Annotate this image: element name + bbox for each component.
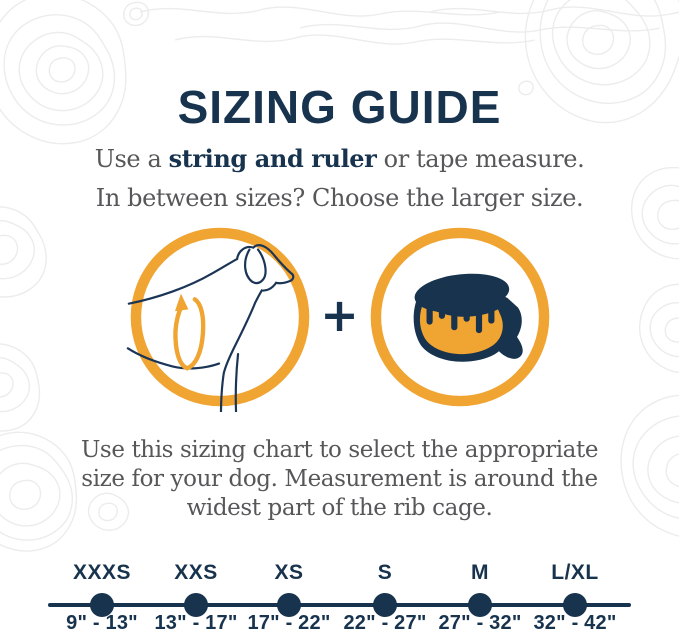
orange-ring: [370, 227, 549, 406]
size-range: 32" - 42": [533, 612, 617, 634]
size-label: L/XL: [551, 561, 599, 584]
size-label: XXXS: [72, 561, 132, 584]
dog-measurement-illustration: [126, 227, 309, 412]
page-title: SIZING GUIDE: [177, 81, 502, 133]
size-label: M: [471, 561, 489, 584]
size-range: 9" - 13": [66, 612, 138, 634]
tape-measure-illustration: [370, 227, 549, 406]
size-range: 17" - 22": [247, 612, 331, 634]
tape-measure-icon: [413, 273, 523, 362]
orange-ring: [130, 227, 309, 406]
size-dot: [563, 593, 587, 617]
size-dot: [468, 593, 492, 617]
sizing-note: Use this sizing chart to select the appr…: [0, 436, 679, 523]
size-label: S: [377, 561, 393, 584]
size-label: XXS: [174, 561, 218, 584]
instruction-line-1: Use a string and ruler or tape measure.: [0, 143, 679, 173]
size-range: 22" - 27": [343, 612, 427, 634]
size-range: 13" - 17": [154, 612, 238, 634]
size-dot: [277, 593, 301, 617]
size-range: 27" - 32": [438, 612, 522, 634]
sizing-note-line-3: widest part of the rib cage.: [186, 494, 493, 521]
sizing-note-line-2: size for your dog. Measurement is around…: [81, 465, 598, 492]
size-label: XS: [274, 561, 304, 584]
dog-outline: [126, 243, 294, 412]
instruction-line-1-prefix: Use a: [94, 144, 169, 173]
size-dot: [373, 593, 397, 617]
instruction-line-1-suffix: or tape measure.: [376, 144, 585, 173]
size-dot: [184, 593, 208, 617]
instruction-line-2: In between sizes? Choose the larger size…: [95, 183, 584, 212]
size-chart: XXXS 9" - 13" XXS 13" - 17" XS 17" - 22"…: [0, 557, 679, 637]
illustration-row: +: [0, 222, 679, 412]
measuring-loop-arrow: [172, 293, 205, 371]
size-axis-line: [48, 603, 631, 607]
sizing-note-line-1: Use this sizing chart to select the appr…: [80, 436, 599, 463]
size-dot: [90, 593, 114, 617]
instruction-line-1-bold: string and ruler: [168, 143, 377, 173]
plus-icon: +: [320, 287, 359, 342]
